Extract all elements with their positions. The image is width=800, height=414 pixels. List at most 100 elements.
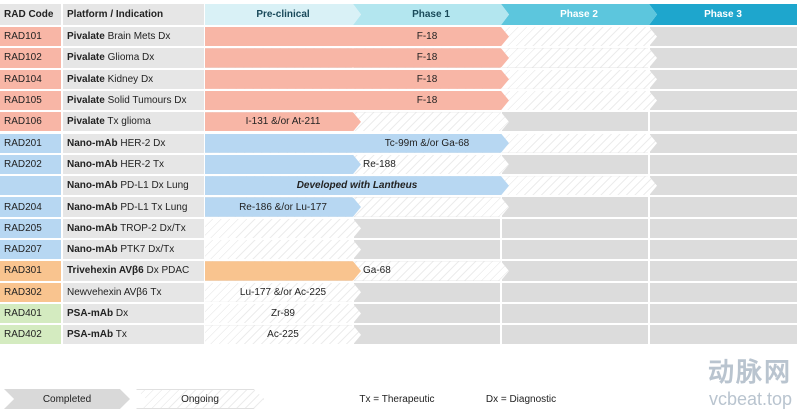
completed-bar: Re-186 &/or Lu-177 [205, 197, 361, 216]
row-indication: Tx glioma [104, 116, 151, 128]
phase-divider [648, 112, 650, 132]
row-platform-name: Pivalate [67, 116, 105, 128]
row-platform: Trivehexin AVβ6 Dx PDAC [63, 261, 204, 281]
row-code: RAD101 [0, 27, 61, 47]
row-platform: Newvehexin AVβ6 Tx [63, 282, 204, 302]
legend-tx-label: Tx = Therapeutic [359, 393, 435, 405]
row-platform-name: Nano-mAb [67, 201, 118, 213]
row-code: RAD401 [0, 303, 61, 324]
row-platform: Nano-mAb PTK7 Dx/Tx [63, 240, 204, 260]
row-code: RAD201 [0, 133, 61, 153]
ongoing-bar: Ac-225 [205, 325, 361, 344]
completed-bar-label: Developed with Lantheus [296, 180, 418, 192]
row-code: RAD106 [0, 112, 61, 132]
ongoing-bar [205, 219, 361, 238]
row-platform: Nano-mAb HER-2 Dx [63, 133, 204, 153]
row-code: RAD301 [0, 261, 61, 281]
legend-tx: Tx = Therapeutic [352, 389, 442, 409]
row-indication: Dx PDAC [143, 265, 190, 277]
completed-bar-label: F-18 [416, 31, 438, 43]
phase-header-phase1: Phase 1 [353, 4, 509, 25]
row-indication: HER-2 Dx [117, 137, 166, 149]
header-platform: Platform / Indication [63, 4, 204, 25]
legend-dx-label: Dx = Diagnostic [485, 393, 557, 405]
row-indication: PTK7 Dx/Tx [117, 244, 175, 256]
legend-ongoing: Ongoing [136, 389, 264, 409]
row-code: RAD104 [0, 69, 61, 89]
ongoing-bar: Lu-177 &/or Ac-225 [205, 283, 361, 302]
watermark: 动脉网 vcbeat.top [708, 352, 792, 410]
row-code [0, 176, 61, 196]
completed-bar: Developed with Lantheus [205, 176, 509, 195]
row-platform-name: Nano-mAb [67, 222, 118, 234]
watermark-url: vcbeat.top [708, 389, 792, 409]
row-indication: Tx [113, 329, 127, 341]
row-platform-name: Pivalate [67, 95, 105, 107]
row-platform-name: Nano-mAb [67, 180, 118, 192]
ongoing-bar-label: Lu-177 &/or Ac-225 [239, 286, 327, 298]
phase-header-phase2: Phase 2 [501, 4, 657, 25]
row-platform-name: Nano-mAb [67, 244, 118, 256]
row-platform-name: Pivalate [67, 52, 105, 64]
completed-bar: F-18 [205, 91, 509, 110]
row-indication: Dx [113, 308, 129, 320]
row-platform-name: PSA-mAb [67, 308, 114, 320]
phase-header-preclinical: Pre-clinical [205, 4, 361, 25]
row-platform-name: Trivehexin AVβ6 [67, 265, 144, 277]
phase-divider [648, 197, 650, 217]
row-indication: PD-L1 Dx Lung [117, 180, 189, 192]
completed-bar [205, 155, 361, 174]
row-platform: Pivalate Solid Tumours Dx [63, 90, 204, 111]
phase-divider [648, 303, 650, 324]
ongoing-bar: Zr-89 [205, 304, 361, 323]
row-platform-name: Nano-mAb [67, 137, 118, 149]
legend-completed: Completed [4, 389, 130, 409]
row-platform-name: Pivalate [67, 31, 105, 43]
legend-ongoing-label: Ongoing [181, 393, 219, 405]
completed-bar [205, 261, 361, 280]
phase-divider [500, 325, 502, 345]
phase-divider [648, 261, 650, 281]
row-code: RAD402 [0, 325, 61, 345]
row-code: RAD105 [0, 90, 61, 111]
row-indication: Newvehexin AVβ6 Tx [67, 286, 162, 298]
completed-bar: Tc-99m &/or Ga-68 [205, 134, 509, 153]
completed-bar: F-18 [205, 27, 509, 46]
ongoing-bar-label: Zr-89 [271, 308, 295, 320]
completed-bar: F-18 [205, 70, 509, 89]
row-indication: HER-2 Tx [117, 158, 165, 170]
row-indication: Brain Mets Dx [104, 31, 171, 43]
row-platform: Pivalate Kidney Dx [63, 69, 204, 89]
row-indication: Glioma Dx [104, 52, 155, 64]
row-indication: TROP-2 Dx/Tx [117, 222, 186, 234]
completed-bar-label: F-18 [416, 73, 438, 85]
row-code: RAD102 [0, 48, 61, 68]
row-platform: Nano-mAb TROP-2 Dx/Tx [63, 218, 204, 238]
phase-divider [648, 325, 650, 345]
ongoing-bar-label: Ga-68 [363, 265, 391, 277]
legend-completed-label: Completed [42, 393, 92, 405]
row-code: RAD205 [0, 218, 61, 238]
phase-divider [500, 282, 502, 302]
phase-divider [648, 240, 650, 260]
completed-bar-label: F-18 [416, 95, 438, 107]
phase-divider [648, 154, 650, 175]
row-code: RAD202 [0, 154, 61, 175]
row-indication: Solid Tumours Dx [104, 95, 187, 107]
ongoing-bar [205, 240, 361, 259]
row-platform-name: Nano-mAb [67, 158, 118, 170]
row-platform: PSA-mAb Dx [63, 303, 204, 324]
phase-divider [500, 303, 502, 324]
header-rad-code: RAD Code [0, 4, 61, 25]
row-platform: Nano-mAb PD-L1 Dx Lung [63, 176, 204, 196]
completed-bar: I-131 &/or At-211 [205, 112, 361, 131]
phase-header-phase3: Phase 3 [649, 4, 797, 25]
watermark-cn: 动脉网 [707, 357, 792, 387]
completed-bar: F-18 [205, 48, 509, 67]
completed-bar-label: Re-186 &/or Lu-177 [239, 201, 327, 213]
completed-bar-label: I-131 &/or At-211 [245, 116, 321, 128]
row-code: RAD302 [0, 282, 61, 302]
row-platform-name: Pivalate [67, 73, 105, 85]
row-platform: Pivalate Tx glioma [63, 112, 204, 132]
